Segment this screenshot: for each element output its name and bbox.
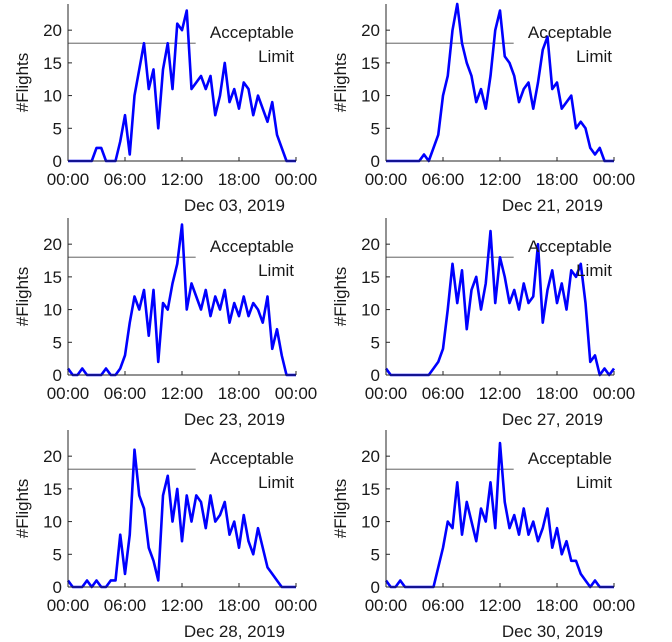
annotation: Limit	[576, 261, 612, 280]
x-tick-label: 00:00	[365, 596, 408, 615]
x-tick-label: 06:00	[422, 384, 465, 403]
y-tick-label: 5	[53, 333, 62, 352]
x-tick-label: 00:00	[275, 596, 318, 615]
x-tick-label: 06:00	[104, 170, 147, 189]
x-tick-label: 18:00	[536, 170, 579, 189]
x-tick-label: 06:00	[422, 596, 465, 615]
x-tick-label: 00:00	[593, 384, 636, 403]
y-tick-label: 0	[53, 152, 62, 171]
annotation: Acceptable	[528, 237, 612, 256]
x-tick-label: 00:00	[365, 170, 408, 189]
y-tick-label: 15	[361, 480, 380, 499]
y-tick-label: 15	[43, 480, 62, 499]
x-axis-label: Dec 30, 2019	[502, 622, 603, 641]
annotation: Acceptable	[210, 449, 294, 468]
x-tick-label: 06:00	[104, 596, 147, 615]
y-tick-label: 5	[53, 119, 62, 138]
y-tick-label: 5	[371, 545, 380, 564]
x-tick-label: 06:00	[422, 170, 465, 189]
y-tick-label: 0	[53, 578, 62, 597]
x-tick-label: 06:00	[104, 384, 147, 403]
x-tick-label: 18:00	[536, 384, 579, 403]
x-tick-label: 12:00	[479, 170, 522, 189]
x-tick-label: 00:00	[593, 596, 636, 615]
x-tick-label: 12:00	[161, 384, 204, 403]
annotation: Limit	[258, 261, 294, 280]
subplot: 0 5 10 15 20 00:00 06:00 12:00 18:00 00:00 Dec 03,…	[13, 4, 317, 215]
y-tick-label: 10	[361, 301, 380, 320]
y-tick-label: 0	[371, 152, 380, 171]
y-tick-label: 20	[43, 235, 62, 254]
y-axis-label: #Flights	[13, 267, 32, 327]
y-tick-label: 20	[43, 21, 62, 40]
y-tick-label: 10	[43, 513, 62, 532]
y-axis-label: #Flights	[13, 53, 32, 113]
y-tick-label: 15	[43, 268, 62, 287]
x-tick-label: 00:00	[365, 384, 408, 403]
y-tick-label: 20	[361, 21, 380, 40]
x-tick-label: 12:00	[479, 596, 522, 615]
y-tick-label: 10	[361, 513, 380, 532]
y-tick-label: 20	[361, 235, 380, 254]
data-line	[386, 2, 614, 163]
annotation: Acceptable	[210, 23, 294, 42]
y-tick-label: 10	[43, 87, 62, 106]
x-tick-label: 00:00	[275, 170, 318, 189]
x-tick-label: 00:00	[275, 384, 318, 403]
subplot: 0 5 10 15 20 00:00 06:00 12:00 18:00 00:00 Dec 27,…	[331, 218, 635, 429]
y-tick-label: 0	[371, 366, 380, 385]
subplot: 0 5 10 15 20 00:00 06:00 12:00 18:00 00:00 Dec 21,…	[331, 2, 636, 215]
y-axis-label: #Flights	[13, 479, 32, 539]
x-tick-label: 00:00	[47, 384, 90, 403]
data-line	[66, 448, 296, 589]
x-tick-label: 18:00	[218, 170, 261, 189]
x-axis-label: Dec 03, 2019	[184, 196, 285, 215]
x-tick-label: 00:00	[47, 170, 90, 189]
y-tick-label: 15	[361, 268, 380, 287]
x-tick-label: 12:00	[161, 170, 204, 189]
subplot: 0 5 10 15 20 00:00 06:00 12:00 18:00 00:00 Dec 28,…	[13, 430, 317, 641]
x-tick-label: 18:00	[536, 596, 579, 615]
x-tick-label: 12:00	[161, 596, 204, 615]
subplot: 0 5 10 15 20 00:00 06:00 12:00 18:00 00:00 Dec 30,…	[331, 430, 635, 641]
x-axis-label: Dec 28, 2019	[184, 622, 285, 641]
x-tick-label: 00:00	[47, 596, 90, 615]
x-tick-label: 00:00	[593, 170, 636, 189]
x-axis-label: Dec 21, 2019	[502, 196, 603, 215]
x-tick-label: 12:00	[479, 384, 522, 403]
annotation: Acceptable	[528, 23, 612, 42]
x-axis-label: Dec 23, 2019	[184, 410, 285, 429]
annotation: Limit	[576, 473, 612, 492]
subplot: 0 5 10 15 20 00:00 06:00 12:00 18:00 00:00 Dec 23,…	[13, 218, 317, 429]
x-tick-label: 18:00	[218, 596, 261, 615]
x-axis-label: Dec 27, 2019	[502, 410, 603, 429]
y-axis-label: #Flights	[331, 479, 350, 539]
annotation: Limit	[258, 47, 294, 66]
y-tick-label: 10	[361, 87, 380, 106]
y-tick-label: 0	[371, 578, 380, 597]
annotation: Limit	[258, 473, 294, 492]
annotation: Acceptable	[528, 449, 612, 468]
y-tick-label: 15	[361, 54, 380, 73]
y-tick-label: 20	[43, 447, 62, 466]
data-line	[66, 223, 296, 377]
y-tick-label: 20	[361, 447, 380, 466]
annotation: Acceptable	[210, 237, 294, 256]
y-tick-label: 10	[43, 301, 62, 320]
annotation: Limit	[576, 47, 612, 66]
y-tick-label: 15	[43, 54, 62, 73]
y-tick-label: 0	[53, 366, 62, 385]
y-tick-label: 5	[371, 119, 380, 138]
y-tick-label: 5	[371, 333, 380, 352]
y-tick-label: 5	[53, 545, 62, 564]
y-axis-label: #Flights	[331, 53, 350, 113]
x-tick-label: 18:00	[218, 384, 261, 403]
y-axis-label: #Flights	[331, 267, 350, 327]
